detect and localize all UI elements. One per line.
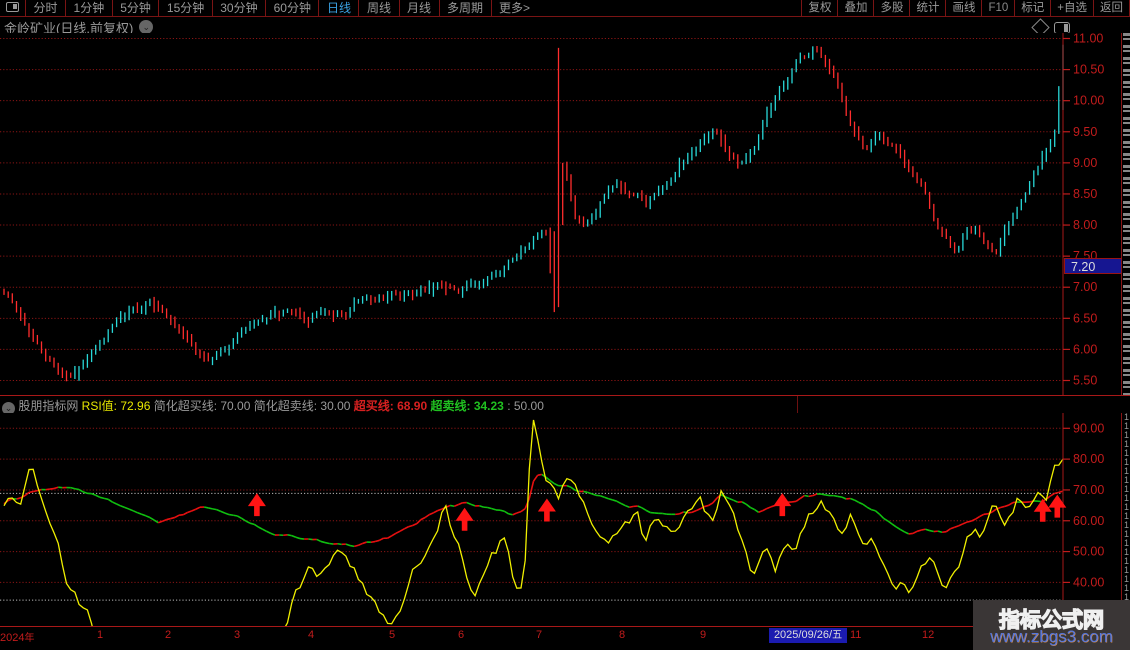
svg-text:50.00: 50.00 — [1073, 545, 1104, 559]
svg-text:8.00: 8.00 — [1073, 218, 1097, 232]
svg-text:9.50: 9.50 — [1073, 125, 1097, 139]
svg-text:10.00: 10.00 — [1073, 94, 1104, 108]
svg-text:6.00: 6.00 — [1073, 342, 1097, 356]
svg-text:9.00: 9.00 — [1073, 156, 1097, 170]
svg-text:70.00: 70.00 — [1073, 483, 1104, 497]
svg-text:11.00: 11.00 — [1073, 33, 1103, 46]
svg-text:90.00: 90.00 — [1073, 421, 1104, 435]
svg-text:8.50: 8.50 — [1073, 187, 1097, 201]
svg-text:40.00: 40.00 — [1073, 575, 1104, 589]
svg-text:6.50: 6.50 — [1073, 311, 1097, 325]
svg-text:80.00: 80.00 — [1073, 452, 1104, 466]
svg-text:5.50: 5.50 — [1073, 374, 1097, 388]
svg-text:60.00: 60.00 — [1073, 514, 1104, 528]
svg-text:7.00: 7.00 — [1073, 280, 1097, 294]
svg-text:10.50: 10.50 — [1073, 63, 1104, 77]
